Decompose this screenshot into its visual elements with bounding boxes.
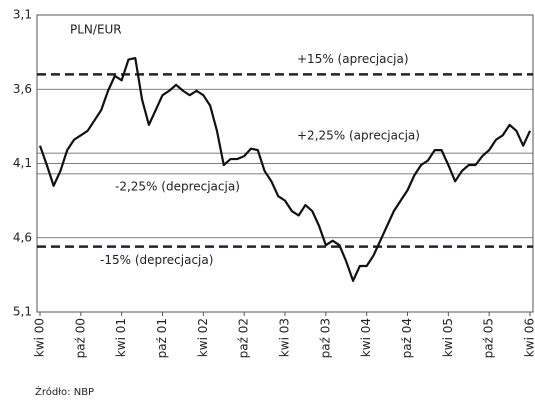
y-tick-label: 5,1 — [13, 305, 32, 319]
x-tick-label: kwi 06 — [523, 318, 535, 357]
y-tick-label: 3,6 — [13, 82, 32, 96]
x-tick-label: kwi 00 — [33, 318, 47, 357]
y-tick-label: 4,1 — [13, 156, 32, 170]
x-tick-label: paź 03 — [318, 318, 332, 358]
x-tick-label: kwi 03 — [278, 318, 292, 357]
source: Źródło: NBP — [35, 385, 94, 398]
x-tick-label: paź 01 — [155, 318, 169, 358]
x-tick-label: kwi 02 — [196, 318, 210, 357]
x-tick-label: kwi 05 — [441, 318, 455, 357]
x-tick-label: paź 02 — [237, 318, 251, 358]
x-tick-label: kwi 01 — [114, 318, 128, 357]
reference-label: +2,25% (aprecjacja) — [297, 129, 420, 143]
chart-title: PLN/EUR — [70, 23, 122, 37]
reference-label: +15% (aprecjacja) — [297, 52, 409, 66]
y-tick-label: 4,6 — [13, 230, 32, 244]
reference-label: -15% (deprecjacja) — [100, 253, 213, 267]
reference-label: -2,25% (deprecjacja) — [115, 179, 240, 193]
line-series — [38, 56, 531, 282]
x-tick-label: paź 04 — [400, 318, 414, 358]
x-tick-label: paź 05 — [482, 318, 496, 358]
y-tick-label: 3,1 — [13, 8, 32, 22]
x-tick-label: paź 00 — [73, 318, 87, 358]
x-tick-label: kwi 04 — [359, 318, 373, 357]
